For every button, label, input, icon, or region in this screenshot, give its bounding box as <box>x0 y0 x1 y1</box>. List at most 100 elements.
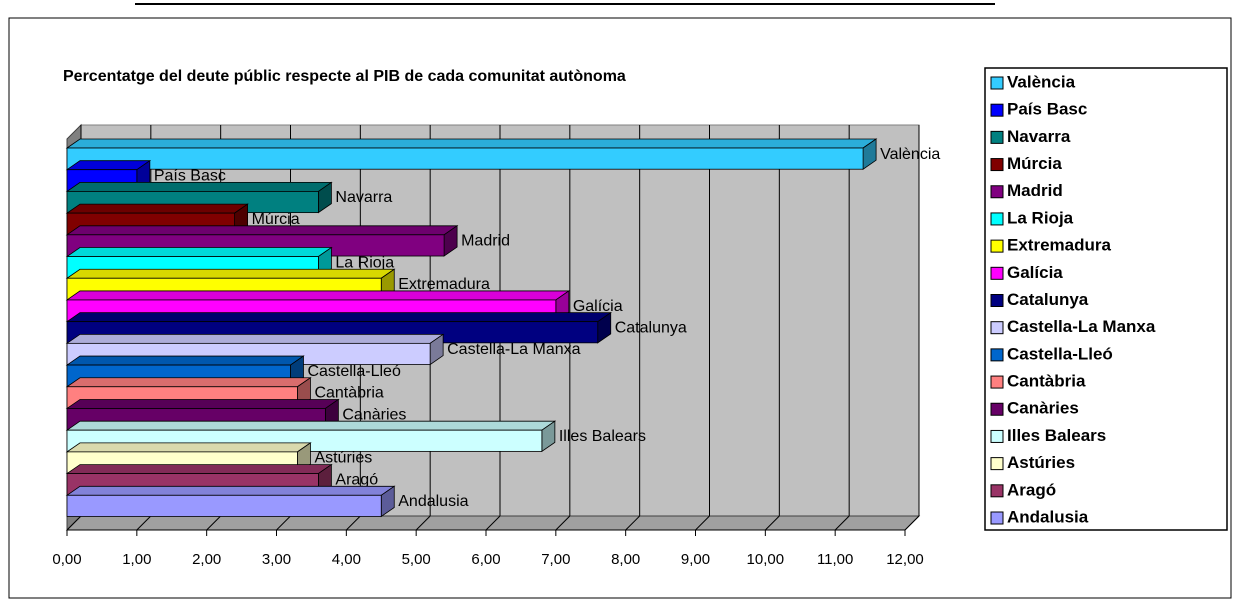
x-tick-label: 0,00 <box>52 551 81 568</box>
legend-swatch <box>990 158 1004 172</box>
data-label: País Basc <box>154 168 226 185</box>
bar-top <box>65 268 396 279</box>
legend-label: Illes Balears <box>1007 426 1106 445</box>
x-tick-label: 5,00 <box>402 551 431 568</box>
legend-label: País Basc <box>1007 100 1087 119</box>
data-label: Navarra <box>335 189 392 206</box>
x-tick-label: 10,00 <box>747 551 785 568</box>
data-label: Castella-Lleó <box>307 363 400 380</box>
grid-line-floor <box>415 515 431 531</box>
data-label: València <box>880 146 940 163</box>
bar-top <box>65 290 571 301</box>
grid-line-floor <box>834 515 850 531</box>
legend-label: Múrcia <box>1007 154 1062 173</box>
bar <box>66 147 864 170</box>
data-label: La Rioja <box>335 254 394 271</box>
data-label: Cantàbria <box>314 385 383 402</box>
legend-label: La Rioja <box>1007 208 1074 227</box>
legend-label: Astúries <box>1007 453 1075 472</box>
legend-swatch <box>990 76 1004 90</box>
grid-line-floor <box>555 515 571 531</box>
legend-label: Catalunya <box>1007 290 1089 309</box>
data-label: Illes Balears <box>559 428 646 445</box>
bar-top <box>65 138 878 149</box>
legend-label: Navarra <box>1007 127 1071 146</box>
x-tick-label: 8,00 <box>611 551 640 568</box>
x-tick-label: 12,00 <box>886 551 924 568</box>
bar-top <box>65 182 333 192</box>
x-tick-label: 3,00 <box>262 551 291 568</box>
legend-label: Aragó <box>1007 480 1056 499</box>
bar-top <box>65 203 249 214</box>
bar-top <box>65 377 312 388</box>
bar <box>66 494 382 517</box>
bar-top <box>65 442 312 453</box>
bar-top <box>65 399 340 409</box>
legend-swatch <box>990 294 1004 307</box>
legend-label: Madrid <box>1007 181 1063 200</box>
legend-label: Cantàbria <box>1007 372 1086 391</box>
bar-top <box>65 225 459 236</box>
bar-top <box>65 464 333 474</box>
legend-label: València <box>1007 72 1076 91</box>
data-label: Catalunya <box>615 319 687 336</box>
data-label: Aragó <box>335 471 378 488</box>
legend-swatch <box>990 348 1004 362</box>
data-label: Castella-La Manxa <box>447 341 580 358</box>
x-tick-label: 2,00 <box>192 551 221 568</box>
x-tick-label: 7,00 <box>541 551 570 568</box>
bar-top <box>65 312 613 323</box>
grid-line-floor <box>206 515 222 531</box>
data-label: Andalusia <box>398 493 468 510</box>
legend-swatch <box>990 239 1004 253</box>
x-tick-label: 11,00 <box>817 551 853 568</box>
bar-top <box>65 420 557 431</box>
bar-top <box>65 160 152 171</box>
legend-label: Castella-Lleó <box>1007 344 1113 363</box>
legend-swatch <box>990 457 1004 471</box>
legend-swatch <box>990 511 1004 525</box>
legend-swatch <box>990 103 1004 117</box>
grid-line-floor <box>276 515 291 531</box>
legend-swatch <box>990 185 1004 199</box>
bar-top <box>65 485 396 496</box>
grid-line-floor <box>136 515 152 531</box>
bar-top <box>65 247 333 257</box>
bar-top <box>65 333 445 344</box>
data-label: Astúries <box>314 450 372 467</box>
grid-line-floor <box>485 515 501 531</box>
data-label: Múrcia <box>252 211 300 228</box>
legend-label: Galícia <box>1007 263 1063 282</box>
legend-swatch <box>990 484 1004 498</box>
legend-swatch <box>990 130 1004 144</box>
data-label: Extremadura <box>398 276 490 293</box>
legend-label: Extremadura <box>1007 236 1111 255</box>
grid-line-floor <box>695 515 710 531</box>
legend-swatch <box>990 429 1004 443</box>
data-label: Madrid <box>461 233 510 250</box>
legend-label: Castella-La Manxa <box>1007 317 1156 336</box>
grid-line-floor <box>625 515 641 531</box>
grid-line-floor <box>66 515 82 531</box>
grid-line-floor <box>904 515 920 531</box>
x-tick-label: 1,00 <box>122 551 151 568</box>
chart-title: Percentatge del deute públic respecte al… <box>63 68 626 85</box>
legend-swatch <box>990 212 1004 226</box>
x-tick-label: 4,00 <box>332 551 361 568</box>
legend-swatch <box>990 266 1004 280</box>
legend-label: Canàries <box>1007 399 1079 418</box>
legend-label: Andalusia <box>1007 507 1089 526</box>
grid-line-floor <box>345 515 361 531</box>
legend-box <box>984 67 1228 531</box>
legend-swatch <box>990 321 1004 335</box>
legend-swatch <box>990 402 1004 416</box>
x-tick-label: 9,00 <box>681 551 710 568</box>
grid-line-floor <box>764 515 780 531</box>
x-tick-label: 6,00 <box>471 551 500 568</box>
data-label: Galícia <box>573 298 623 315</box>
legend-swatch <box>990 375 1004 389</box>
data-label: Canàries <box>342 406 406 423</box>
bar-top <box>65 355 305 366</box>
